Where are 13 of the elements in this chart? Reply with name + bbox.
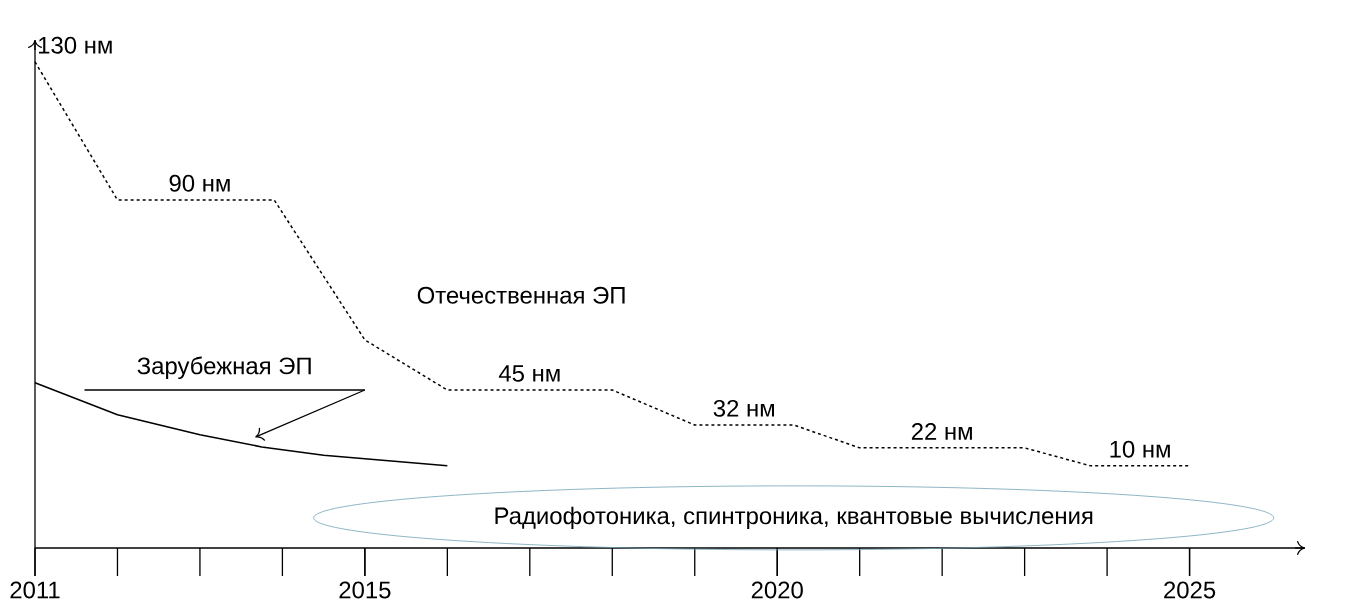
x-tick-label: 2015 (339, 581, 391, 599)
annotation: 32 нм (713, 399, 774, 417)
annotation: 90 нм (169, 174, 230, 192)
annotation: 10 нм (1110, 440, 1170, 458)
x-tick-label: 2011 (10, 581, 60, 599)
series-label: Зарубежная ЭП (137, 356, 311, 380)
annotation: 22 нм (911, 422, 972, 440)
x-tick-label: 2025 (1164, 581, 1216, 599)
annotation: 45 нм (498, 365, 560, 382)
text: Отечественная ЭП (417, 286, 625, 304)
annotation: Радиофотоника, спинтроника, квантовые вычисления (495, 506, 1093, 530)
annotation: 130 нм (39, 36, 112, 54)
x-tick-label: 2020 (751, 581, 803, 599)
